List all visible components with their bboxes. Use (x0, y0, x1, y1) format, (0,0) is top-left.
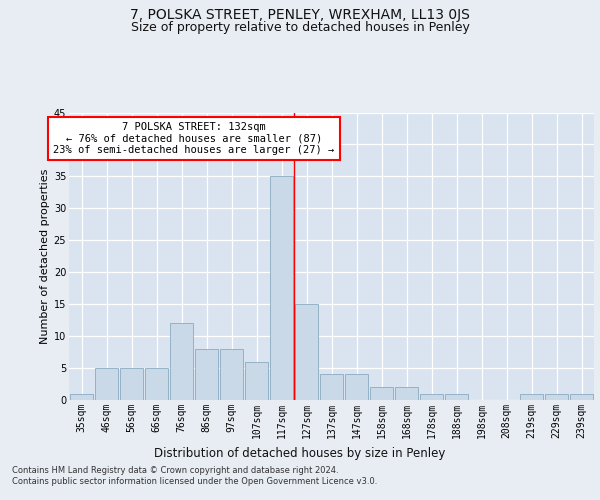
Text: 7, POLSKA STREET, PENLEY, WREXHAM, LL13 0JS: 7, POLSKA STREET, PENLEY, WREXHAM, LL13 … (130, 8, 470, 22)
Bar (520, 394, 543, 400)
Bar (545, 394, 568, 400)
Bar (95, 368, 118, 400)
Bar (345, 374, 368, 400)
Bar (445, 394, 468, 400)
Text: Contains HM Land Registry data © Crown copyright and database right 2024.: Contains HM Land Registry data © Crown c… (12, 466, 338, 475)
Bar (295, 304, 318, 400)
Bar (145, 368, 168, 400)
Bar (570, 394, 593, 400)
Text: Distribution of detached houses by size in Penley: Distribution of detached houses by size … (154, 448, 446, 460)
Text: 7 POLSKA STREET: 132sqm
← 76% of detached houses are smaller (87)
23% of semi-de: 7 POLSKA STREET: 132sqm ← 76% of detache… (53, 122, 335, 156)
Bar (195, 349, 218, 400)
Y-axis label: Number of detached properties: Number of detached properties (40, 168, 50, 344)
Bar (70, 394, 93, 400)
Bar (370, 387, 393, 400)
Bar (270, 176, 293, 400)
Bar (395, 387, 418, 400)
Bar (320, 374, 343, 400)
Bar (170, 324, 193, 400)
Bar (220, 349, 243, 400)
Bar (245, 362, 268, 400)
Text: Contains public sector information licensed under the Open Government Licence v3: Contains public sector information licen… (12, 478, 377, 486)
Bar (120, 368, 143, 400)
Bar (420, 394, 443, 400)
Text: Size of property relative to detached houses in Penley: Size of property relative to detached ho… (131, 21, 469, 34)
